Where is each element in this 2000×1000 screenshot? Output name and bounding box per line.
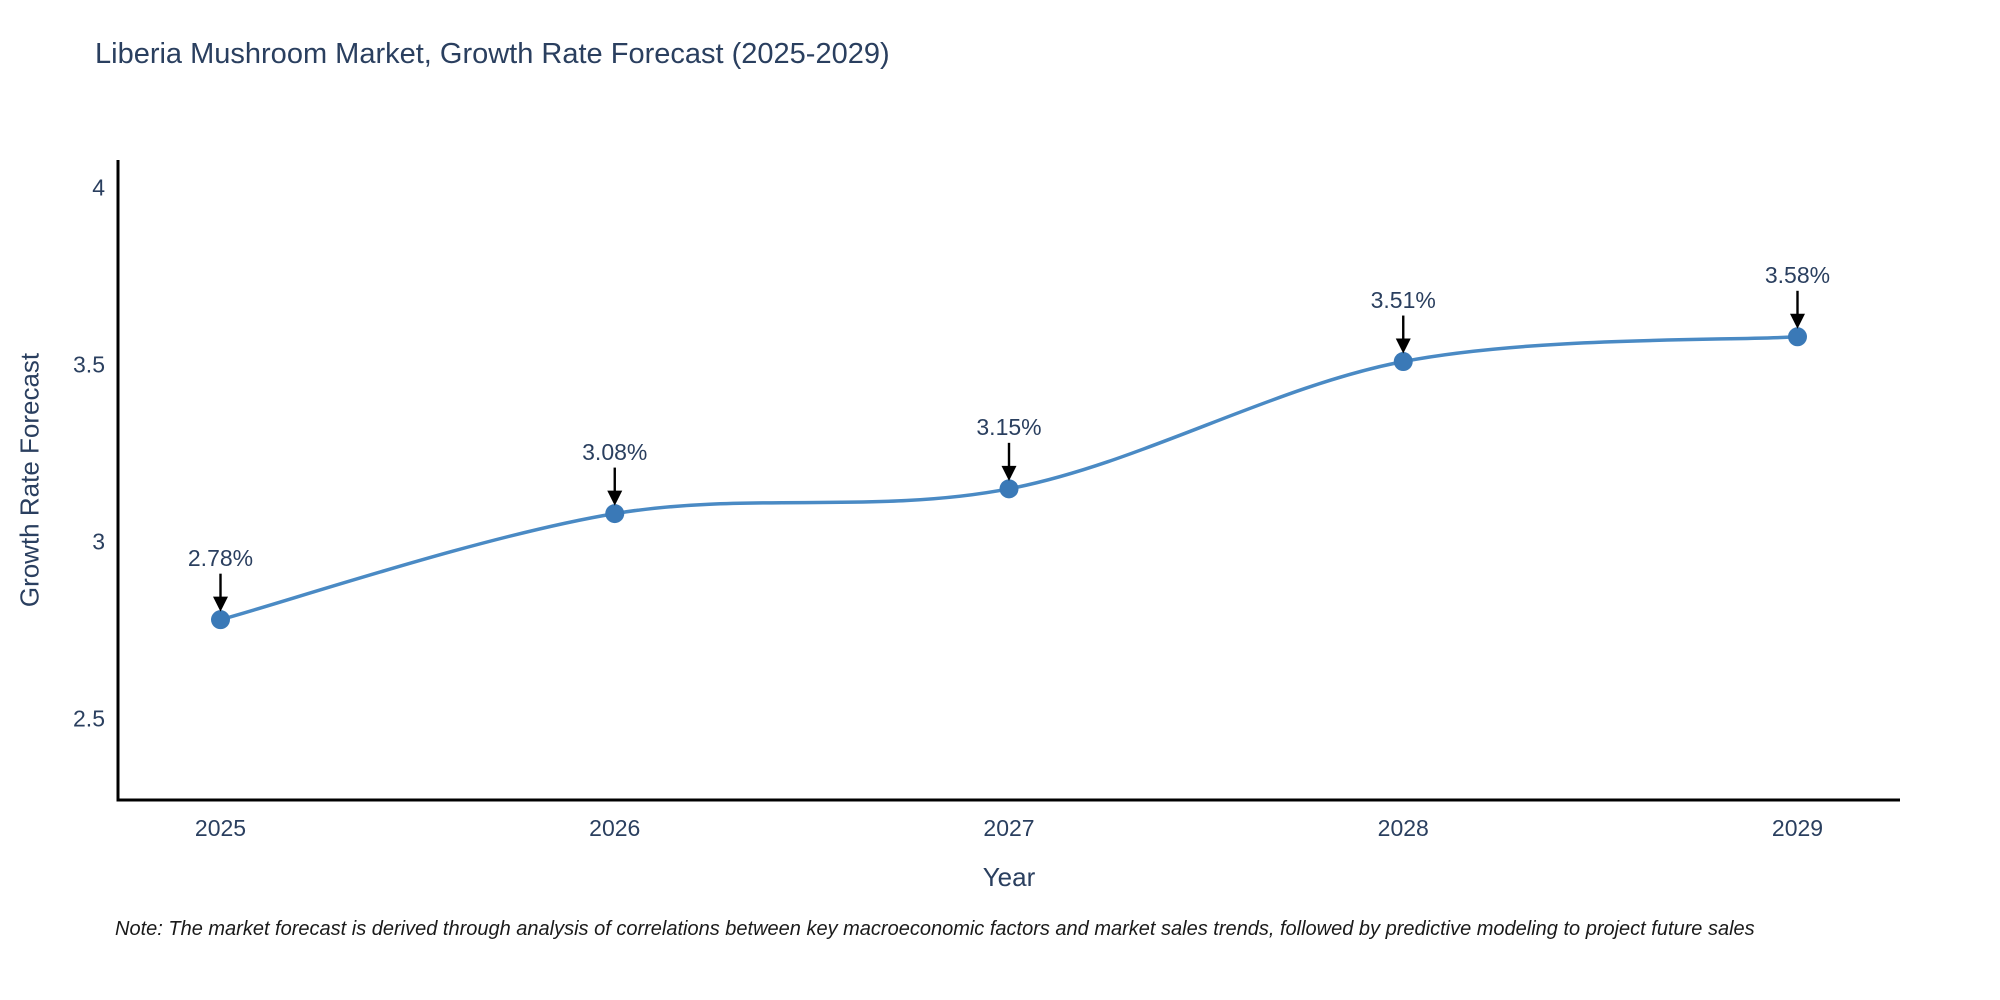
annotation-arrowhead [1001,465,1017,481]
chart-title: Liberia Mushroom Market, Growth Rate For… [95,38,890,70]
data-point-marker [1393,352,1413,372]
annotation-arrowhead [1395,338,1411,354]
x-axis-title: Year [982,862,1036,892]
data-point-label: 3.08% [582,438,648,465]
annotation-arrowhead [1789,313,1805,329]
y-tick-label: 3 [92,528,105,555]
annotation-arrowhead [607,490,623,506]
y-tick-label: 3.5 [73,351,105,378]
x-tick-label: 2027 [983,815,1035,841]
footnote: Note: The market forecast is derived thr… [115,918,1755,940]
data-point-marker [211,610,231,630]
data-point-marker [605,504,625,524]
x-tick-label: 2026 [589,815,641,841]
data-point-marker [1787,327,1807,347]
y-tick-label: 4 [92,174,105,201]
x-tick-label: 2028 [1377,815,1429,841]
data-point-marker [999,479,1019,499]
data-point-label: 3.58% [1764,261,1831,288]
data-point-label: 3.15% [976,413,1042,440]
x-tick-label: 2029 [1771,815,1824,841]
annotation-arrowhead [213,596,229,612]
data-point-label: 3.51% [1370,286,1436,313]
x-tick-label: 2025 [194,815,247,841]
y-tick-label: 2.5 [73,705,105,732]
data-point-label: 2.78% [187,544,254,571]
